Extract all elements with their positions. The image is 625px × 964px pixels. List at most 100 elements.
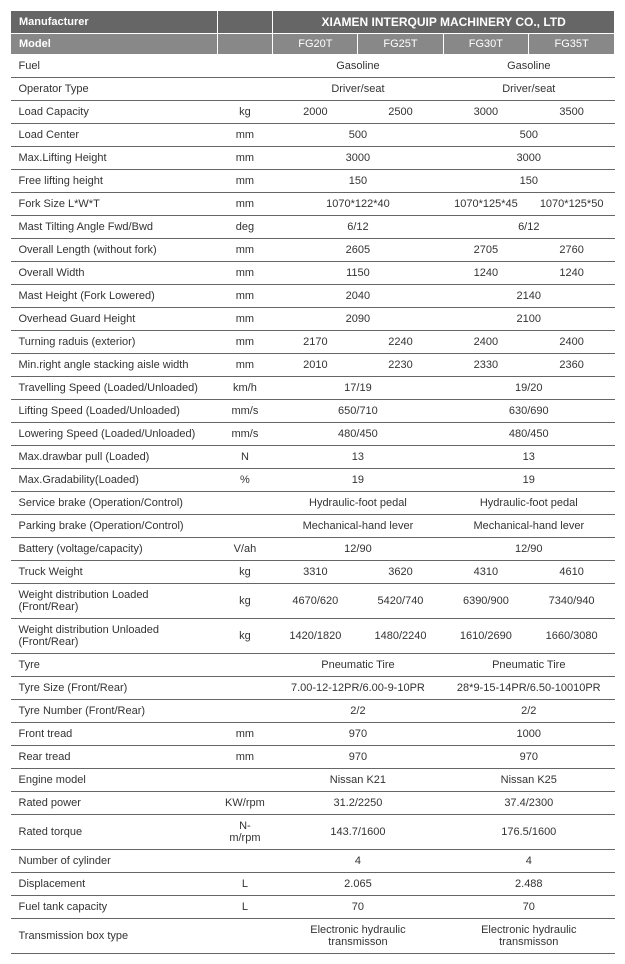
table-row: Max.Gradability(Loaded)%1919 — [11, 469, 615, 492]
row-label: Mast Tilting Angle Fwd/Bwd — [11, 216, 218, 239]
row-label: Tyre Size (Front/Rear) — [11, 677, 218, 700]
cell: 4670/620 — [273, 584, 358, 619]
row-label: Load Center — [11, 124, 218, 147]
row-unit: kg — [217, 619, 273, 654]
table-row: Max.drawbar pull (Loaded)N1313 — [11, 446, 615, 469]
cell: 2140 — [443, 285, 614, 308]
header-spacer — [217, 11, 273, 34]
row-unit — [217, 850, 273, 873]
row-label: Overall Width — [11, 262, 218, 285]
table-row: Rated powerKW/rpm31.2/225037.4/2300 — [11, 792, 615, 815]
company-name: XIAMEN INTERQUIP MACHINERY CO., LTD — [273, 11, 615, 34]
table-row: Lifting Speed (Loaded/Unloaded)mm/s650/7… — [11, 400, 615, 423]
row-unit — [217, 515, 273, 538]
table-row: TyrePneumatic TirePneumatic Tire — [11, 654, 615, 677]
table-row: Service brake (Operation/Control)Hydraul… — [11, 492, 615, 515]
cell: 970 — [273, 723, 443, 746]
cell: Gasoline — [273, 55, 443, 78]
cell: 7340/940 — [529, 584, 615, 619]
cell: 2/2 — [273, 700, 443, 723]
cell: 480/450 — [443, 423, 614, 446]
cell: 480/450 — [273, 423, 443, 446]
row-unit: mm/s — [217, 400, 273, 423]
table-row: Overall Length (without fork)mm260527052… — [11, 239, 615, 262]
row-unit: N — [217, 446, 273, 469]
cell: 19 — [273, 469, 443, 492]
row-unit — [217, 78, 273, 101]
row-label: Tyre — [11, 654, 218, 677]
cell: Mechanical-hand lever — [443, 515, 614, 538]
cell: 150 — [443, 170, 614, 193]
table-row: Weight distribution Unloaded (Front/Rear… — [11, 619, 615, 654]
cell: 3000 — [443, 147, 614, 170]
cell: 4610 — [529, 561, 615, 584]
row-label: Transmission box type — [11, 919, 218, 954]
row-label: Max.drawbar pull (Loaded) — [11, 446, 218, 469]
cell: 150 — [273, 170, 443, 193]
cell: 4 — [273, 850, 443, 873]
table-row: Overhead Guard Heightmm20902100 — [11, 308, 615, 331]
row-label: Number of cylinder — [11, 850, 218, 873]
row-unit: mm — [217, 331, 273, 354]
cell: 1420/1820 — [273, 619, 358, 654]
cell: 17/19 — [273, 377, 443, 400]
cell: 6/12 — [273, 216, 443, 239]
row-unit: mm — [217, 746, 273, 769]
cell: 7.00-12-12PR/6.00-9-10PR — [273, 677, 443, 700]
row-label: Fuel tank capacity — [11, 896, 218, 919]
row-label: Truck Weight — [11, 561, 218, 584]
row-unit: mm — [217, 262, 273, 285]
cell: 19 — [443, 469, 614, 492]
row-unit: kg — [217, 584, 273, 619]
table-row: Mast Height (Fork Lowered)mm20402140 — [11, 285, 615, 308]
row-label: Weight distribution Unloaded (Front/Rear… — [11, 619, 218, 654]
row-unit — [217, 769, 273, 792]
cell: Driver/seat — [443, 78, 614, 101]
cell: 1070*122*40 — [273, 193, 443, 216]
cell: 1610/2690 — [443, 619, 529, 654]
cell: 500 — [443, 124, 614, 147]
row-unit: kg — [217, 101, 273, 124]
cell: 37.4/2300 — [443, 792, 614, 815]
row-label: Displacement — [11, 873, 218, 896]
table-row: Rear treadmm970970 — [11, 746, 615, 769]
table-row: Mast Tilting Angle Fwd/Bwddeg6/126/12 — [11, 216, 615, 239]
cell: 2.065 — [273, 873, 443, 896]
row-unit — [217, 677, 273, 700]
cell: 5420/740 — [358, 584, 443, 619]
table-row: Lowering Speed (Loaded/Unloaded)mm/s480/… — [11, 423, 615, 446]
cell: 1070*125*45 — [443, 193, 529, 216]
table-row: DisplacementL2.0652.488 — [11, 873, 615, 896]
row-label: Rated torque — [11, 815, 218, 850]
row-label: Engine model — [11, 769, 218, 792]
cell: 3000 — [273, 147, 443, 170]
row-unit: km/h — [217, 377, 273, 400]
cell: 31.2/2250 — [273, 792, 443, 815]
table-row: Load Centermm500500 — [11, 124, 615, 147]
row-unit: L — [217, 896, 273, 919]
table-row: Load Capacitykg2000250030003500 — [11, 101, 615, 124]
cell: 2090 — [273, 308, 443, 331]
row-label: Lowering Speed (Loaded/Unloaded) — [11, 423, 218, 446]
row-unit — [217, 492, 273, 515]
cell: 2100 — [443, 308, 614, 331]
row-label: Fork Size L*W*T — [11, 193, 218, 216]
cell: 2010 — [273, 354, 358, 377]
table-row: Weight distribution Loaded (Front/Rear)k… — [11, 584, 615, 619]
row-label: Turning raduis (exterior) — [11, 331, 218, 354]
cell: 13 — [273, 446, 443, 469]
cell: Electronic hydraulic transmisson — [273, 919, 443, 954]
cell: 2605 — [273, 239, 443, 262]
row-label: Max.Lifting Height — [11, 147, 218, 170]
cell: Nissan K21 — [273, 769, 443, 792]
cell: 2.488 — [443, 873, 614, 896]
row-unit: mm — [217, 354, 273, 377]
manufacturer-label: Manufacturer — [11, 11, 218, 34]
cell: 1000 — [443, 723, 614, 746]
cell: 2400 — [529, 331, 615, 354]
cell: 143.7/1600 — [273, 815, 443, 850]
row-label: Max.Gradability(Loaded) — [11, 469, 218, 492]
table-row: Fork Size L*W*Tmm1070*122*401070*125*451… — [11, 193, 615, 216]
table-row: Battery (voltage/capacity)V/ah12/9012/90 — [11, 538, 615, 561]
row-unit — [217, 55, 273, 78]
